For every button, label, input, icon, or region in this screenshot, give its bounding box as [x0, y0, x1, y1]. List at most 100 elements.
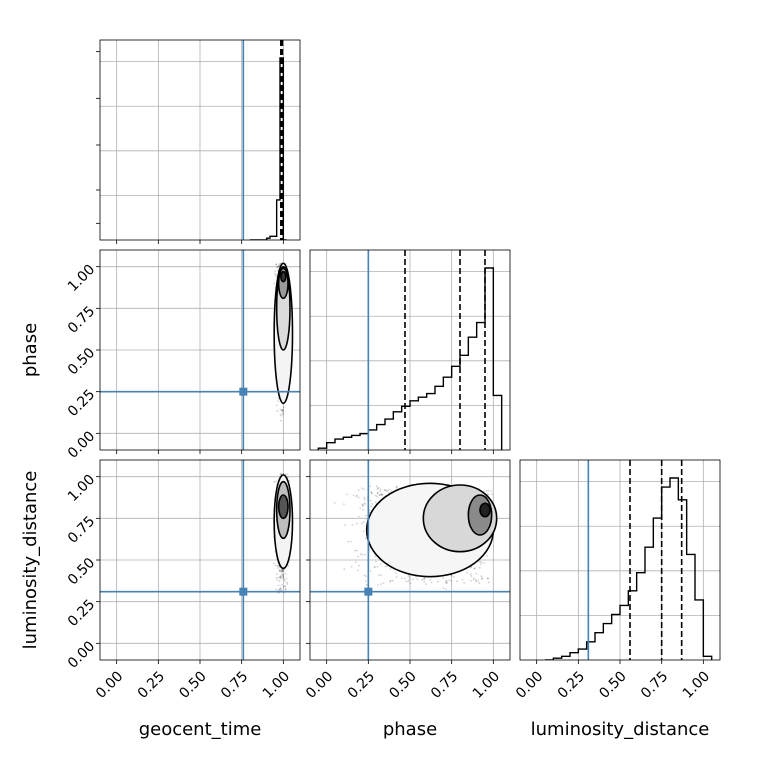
- y-tick-label: 0.75: [65, 303, 98, 336]
- sample-point: [480, 561, 483, 564]
- sample-point: [276, 567, 279, 569]
- sample-point: [407, 575, 410, 578]
- sample-point: [287, 564, 290, 567]
- sample-point: [450, 574, 453, 577]
- sample-point: [278, 264, 281, 267]
- sample-point: [279, 578, 282, 580]
- y-axis-label-phase: phase: [20, 323, 41, 377]
- sample-point: [444, 580, 447, 583]
- sample-point: [279, 570, 282, 573]
- sample-point: [279, 419, 282, 422]
- histogram-steps-phase: [317, 267, 503, 450]
- sample-point: [274, 564, 277, 567]
- sample-point: [282, 568, 285, 571]
- sample-point: [371, 503, 374, 505]
- truth-marker: [239, 587, 248, 596]
- sample-point: [373, 566, 376, 569]
- sample-point: [394, 572, 397, 574]
- sample-point: [281, 409, 283, 412]
- sample-point: [463, 581, 466, 584]
- sample-point: [280, 571, 283, 574]
- sample-point: [478, 582, 481, 584]
- x-tick-label: 0.75: [218, 668, 251, 701]
- sample-point: [283, 585, 286, 587]
- sample-point: [277, 576, 280, 579]
- sample-point: [275, 588, 278, 591]
- sample-point: [371, 492, 373, 495]
- sample-point: [380, 493, 382, 496]
- sample-point: [475, 580, 478, 583]
- sample-point: [453, 576, 455, 578]
- sample-point: [273, 282, 276, 285]
- x-tick-label: 0.00: [93, 668, 126, 701]
- sample-point: [281, 569, 283, 572]
- sample-point: [374, 494, 377, 497]
- sample-point: [444, 588, 447, 591]
- sample-point: [377, 574, 380, 577]
- sample-point: [275, 573, 278, 575]
- truth-marker: [364, 587, 373, 596]
- sample-point: [273, 562, 275, 565]
- sample-point: [374, 501, 377, 503]
- sample-point: [278, 570, 281, 573]
- y-tick-label: 0.25: [65, 387, 98, 420]
- sample-point: [445, 582, 448, 584]
- density-contour: [280, 270, 287, 283]
- sample-point: [487, 581, 490, 584]
- sample-point: [480, 578, 483, 580]
- sample-point: [483, 490, 485, 493]
- sample-point: [375, 484, 378, 487]
- sample-point: [278, 265, 280, 268]
- y-tick-label: 0.00: [65, 428, 98, 461]
- sample-point: [282, 406, 285, 409]
- sample-point: [380, 494, 383, 497]
- sample-point: [357, 564, 360, 567]
- histogram-luminosity_distance: 0.00 0.25 0.50 0.75 1.00: [513, 459, 721, 702]
- sample-point: [275, 275, 278, 278]
- sample-point: [274, 270, 277, 272]
- sample-point: [281, 569, 284, 571]
- sample-point: [377, 486, 380, 489]
- sample-point: [288, 479, 291, 482]
- x-axis-label-phase: phase: [383, 719, 437, 740]
- sample-point: [275, 263, 278, 266]
- sample-point: [473, 567, 476, 570]
- joint-luminosity_distance-vs-geocent_time: 0.00 0.25 0.50 0.75 1.000.000.250.500.751.00: [65, 459, 301, 702]
- sample-point: [369, 570, 372, 572]
- sample-point: [346, 493, 348, 496]
- sample-point: [349, 540, 352, 543]
- sample-point: [412, 578, 414, 581]
- sample-point: [282, 576, 285, 579]
- sample-point: [478, 560, 481, 563]
- sample-point: [384, 489, 386, 492]
- y-tick-label: 0.25: [65, 597, 98, 630]
- x-tick-label: 0.75: [428, 668, 461, 701]
- sample-point: [273, 272, 276, 275]
- joint-phase-vs-geocent_time: 0.00 0.25 0.50 0.75 1.00: [65, 249, 301, 462]
- sample-point: [363, 502, 366, 505]
- y-tick-label: 0.50: [65, 345, 98, 378]
- sample-point: [475, 572, 478, 575]
- sample-point: [280, 414, 283, 417]
- sample-point: [381, 493, 384, 496]
- truth-marker: [239, 387, 248, 396]
- sample-point: [469, 573, 472, 576]
- sample-point: [282, 574, 284, 576]
- sample-point: [378, 494, 380, 496]
- sample-point: [357, 496, 360, 499]
- sample-point: [279, 576, 282, 579]
- density-contour: [277, 494, 289, 520]
- x-tick-label: 0.50: [596, 668, 629, 701]
- histogram-steps-luminosity_distance: [545, 477, 713, 660]
- sample-point: [481, 577, 484, 579]
- x-tick-label: 0.75: [638, 668, 671, 701]
- sample-point: [281, 409, 284, 411]
- sample-point: [408, 578, 411, 581]
- sample-point: [279, 473, 282, 476]
- sample-point: [281, 570, 284, 573]
- sample-point: [350, 565, 353, 568]
- sample-point: [389, 580, 391, 583]
- sample-point: [352, 494, 355, 497]
- sample-point: [478, 566, 481, 569]
- joint-luminosity_distance-vs-phase: 0.00 0.25 0.50 0.75 1.00: [303, 459, 511, 702]
